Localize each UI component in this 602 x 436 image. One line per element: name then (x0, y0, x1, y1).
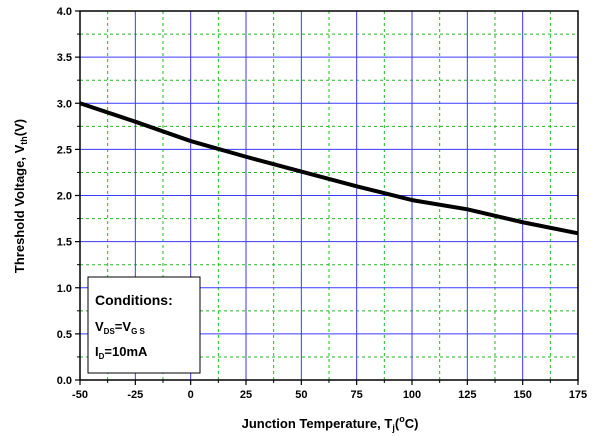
x-axis-title: Junction Temperature, Tj(oC) (242, 414, 419, 433)
x-tick-label: 75 (351, 389, 363, 401)
y-tick-label: 0.5 (57, 329, 72, 341)
y-tick-label: 2.0 (57, 191, 72, 203)
x-tick-label: 50 (295, 389, 307, 401)
condition-id: ID=10mA (95, 344, 148, 361)
cond-i-symbol: I (95, 344, 99, 359)
y-tick-label: 3.5 (57, 52, 72, 64)
x-tick-label: 150 (513, 389, 531, 401)
cond-v-ds-symbol: V (95, 319, 104, 334)
x-axis-title-main: Junction Temperature, T (242, 416, 393, 431)
x-axis-title-subscript: j (391, 423, 395, 433)
y-tick-label: 1.0 (57, 283, 72, 295)
y-tick-label: 3.0 (57, 98, 72, 110)
x-tick-label: 125 (458, 389, 476, 401)
cond-equals-v: =V (115, 319, 132, 334)
y-axis-title-subscript: th (19, 136, 29, 145)
y-axis-title-main: Threshold Voltage, V (12, 144, 27, 273)
plot-frame (79, 10, 579, 381)
x-tick-label: -50 (72, 389, 88, 401)
x-tick-label: 100 (403, 389, 421, 401)
y-axis-title-unit: (V) (12, 119, 27, 136)
conditions-title: Conditions: (95, 292, 173, 308)
x-tick-labels: -50 -25 0 25 50 75 100 125 150 175 (72, 389, 587, 401)
y-tick-label: 2.5 (57, 144, 72, 156)
y-tick-label: 4.0 (57, 6, 72, 18)
cond-d-subscript: D (99, 352, 105, 361)
conditions-box-frame (87, 276, 201, 374)
conditions-box: Conditions: VDS=VG S ID=10mA (87, 276, 201, 374)
cond-current-value: =10mA (104, 344, 148, 359)
y-axis-title: Threshold Voltage, Vth(V) (12, 119, 29, 273)
x-axis-title-degree: o (399, 414, 405, 424)
x-axis-title-unit: C) (405, 416, 419, 431)
series-layer (79, 101, 579, 236)
series-line (79, 101, 579, 236)
cond-ds-subscript: DS (104, 327, 116, 336)
condition-vds-vgs: VDS=VG S (95, 319, 146, 336)
x-axis-title-paren: ( (395, 416, 400, 431)
cond-gs-subscript: G S (131, 327, 145, 336)
x-tick-label: 25 (240, 389, 252, 401)
axis-ticks (75, 10, 579, 385)
y-tick-labels: 0.0 0.5 1.0 1.5 2.0 2.5 3.0 3.5 4.0 (57, 6, 72, 387)
y-tick-label: 1.5 (57, 237, 72, 249)
x-tick-label: 175 (569, 389, 587, 401)
y-tick-label: 0.0 (57, 375, 72, 387)
grid (79, 10, 579, 381)
x-tick-label: 0 (188, 389, 194, 401)
x-tick-label: -25 (127, 389, 143, 401)
